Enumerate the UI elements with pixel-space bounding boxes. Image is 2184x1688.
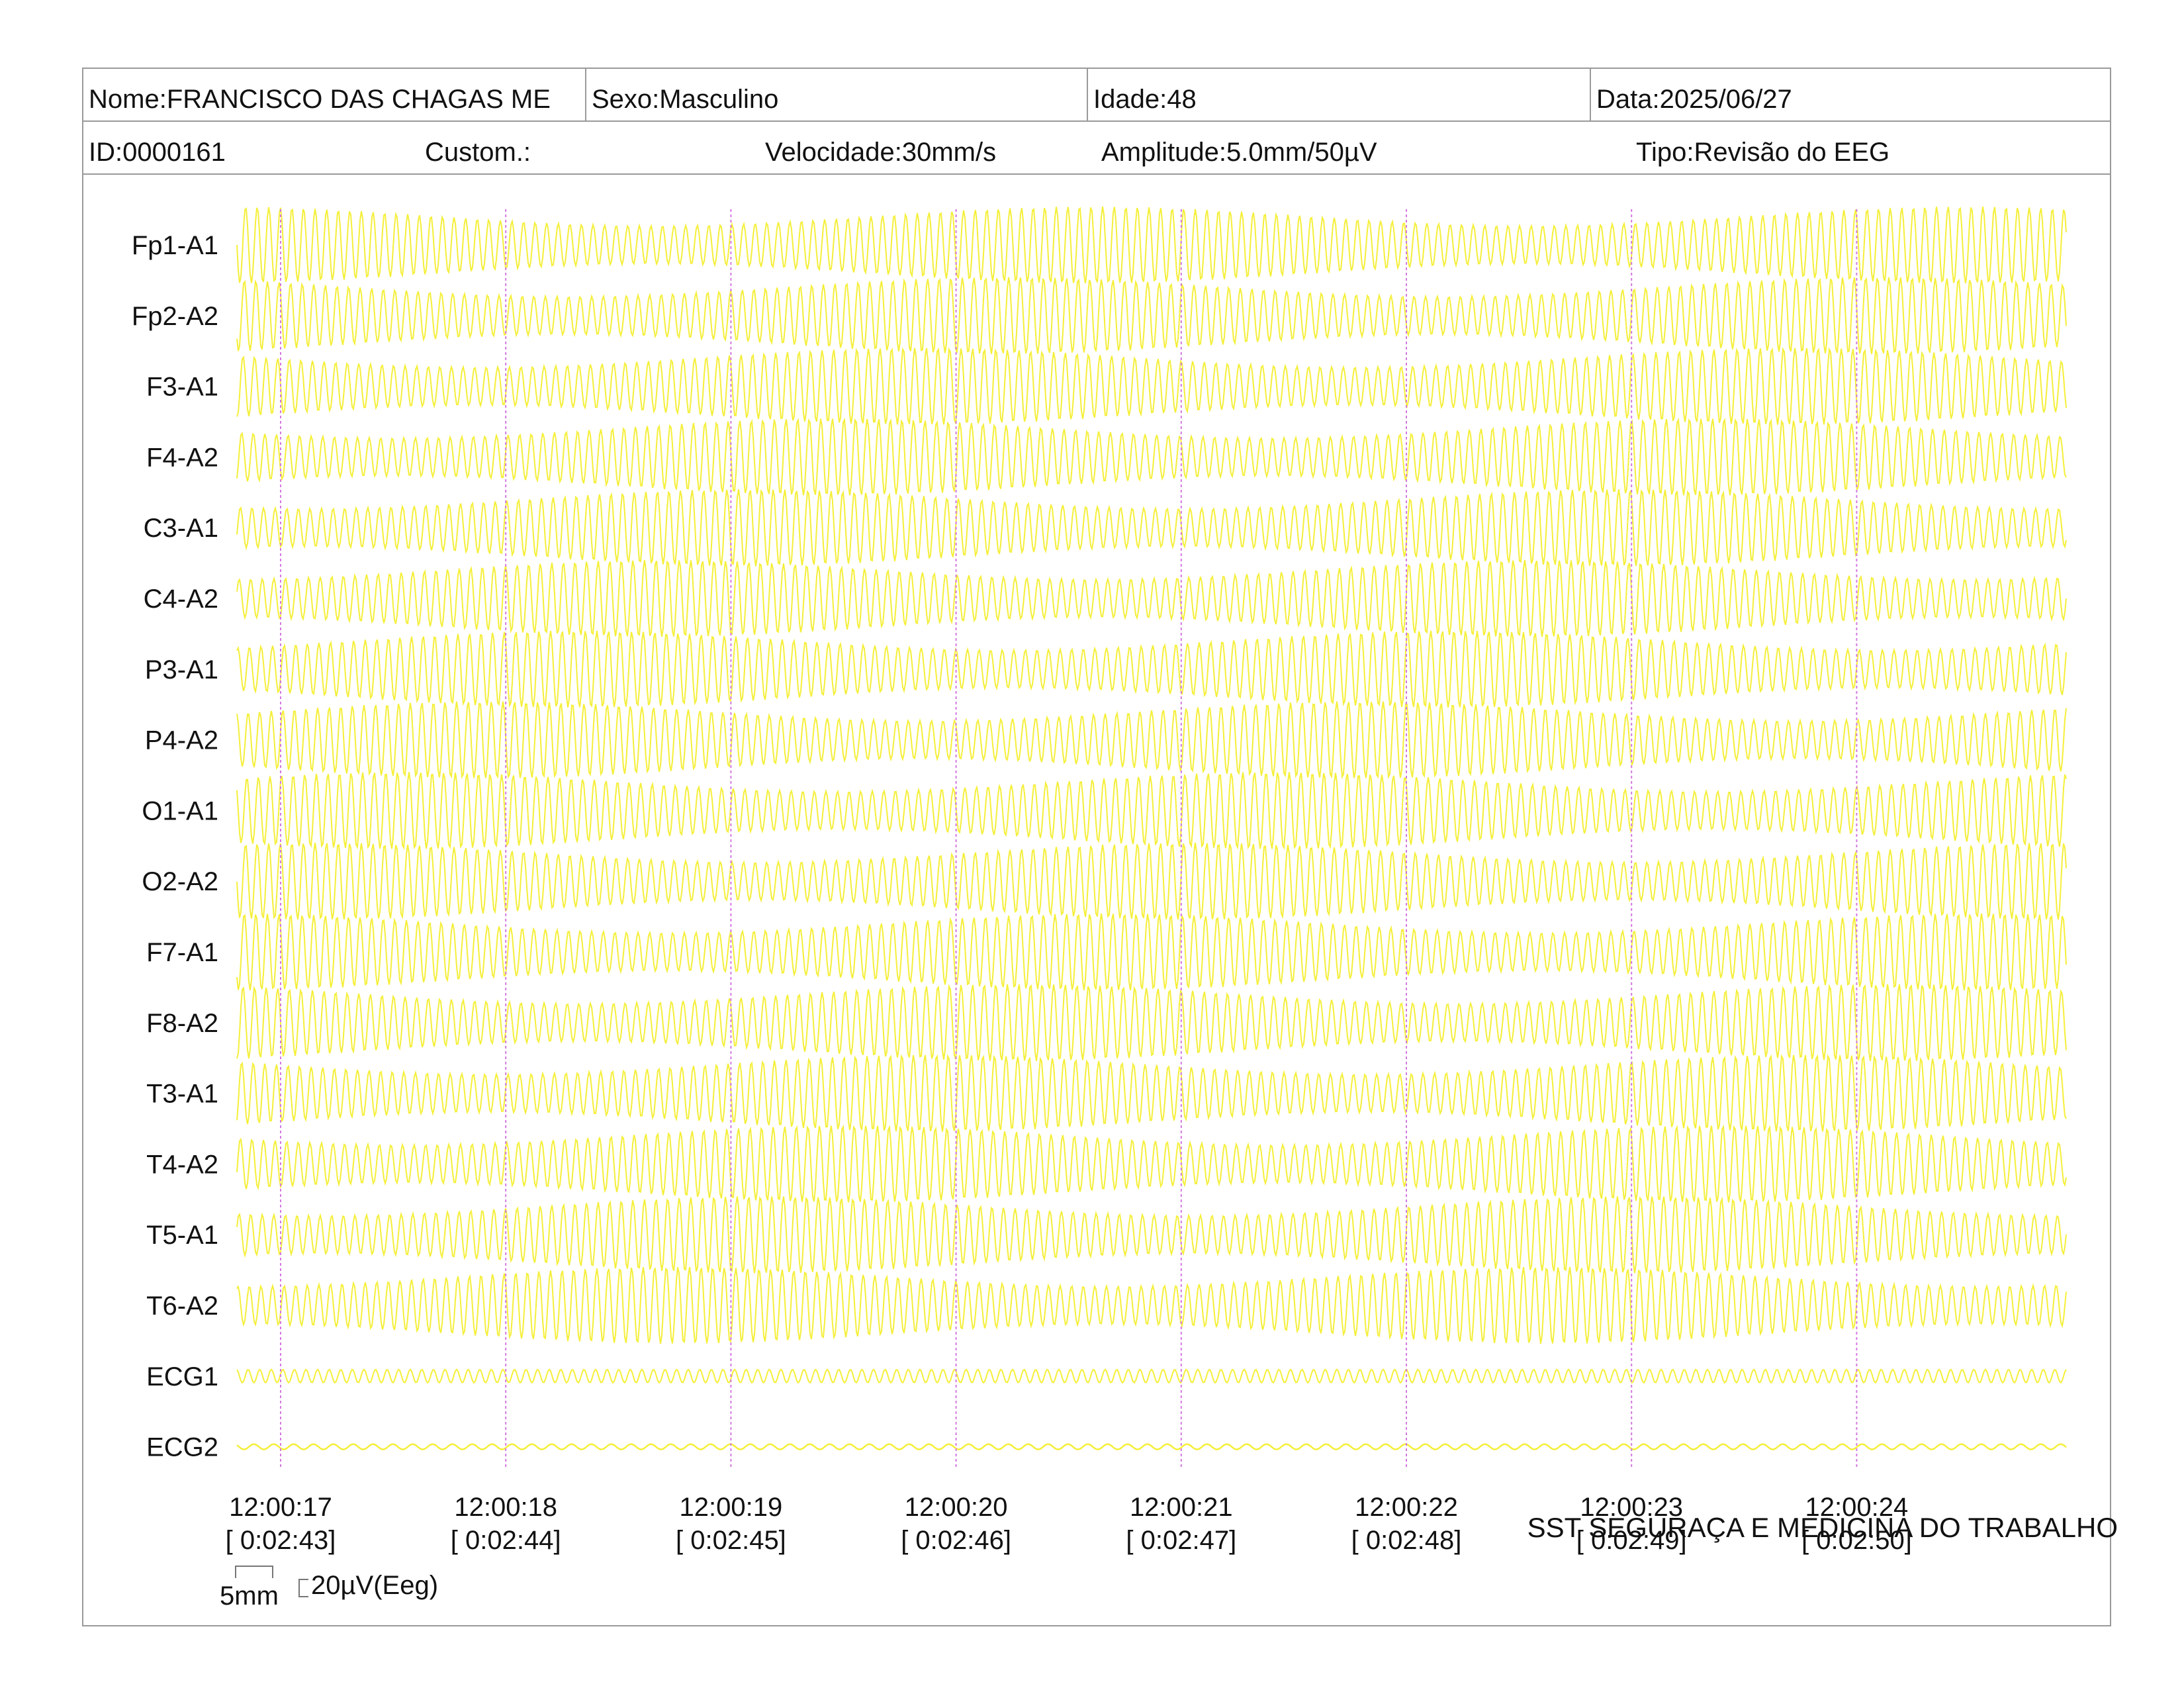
- time-elapsed-label: [ 0:02:45]: [676, 1526, 786, 1555]
- time-clock-label: 12:00:18: [454, 1493, 557, 1522]
- channel-label: ECG2: [146, 1433, 218, 1462]
- channel-label: O2-A2: [142, 867, 218, 896]
- exam-type: Tipo:Revisão do EEG: [1636, 138, 1890, 167]
- time-clock-label: 12:00:19: [680, 1493, 783, 1522]
- amplitude-scale-label: 20µV(Eeg): [311, 1571, 438, 1600]
- channel-label: O1-A1: [142, 796, 218, 825]
- trace-ecg1: [236, 1368, 2067, 1384]
- header-row-settings: ID:0000161 Custom.: Velocidade:30mm/s Am…: [83, 122, 2110, 175]
- time-labels: 12:00:17 [ 0:02:43] 12:00:18 [ 0:02:44] 12:0…: [226, 1493, 1912, 1555]
- custom-field: Custom.:: [425, 138, 531, 167]
- time-elapsed-label: [ 0:02:46]: [901, 1526, 1011, 1555]
- time-clock-label: 12:00:22: [1355, 1493, 1458, 1522]
- calibration-scale: 5mm 20µV(Eeg): [220, 1566, 438, 1611]
- trace-c3-a1: [236, 489, 2067, 567]
- channel-label: F3-A1: [146, 373, 218, 402]
- channel-label: T5-A1: [146, 1221, 218, 1250]
- channel-label: C4-A2: [144, 585, 218, 614]
- trace-p4-a2: [236, 701, 2067, 780]
- time-clock-label: 12:00:20: [905, 1493, 1008, 1522]
- channel-label: F7-A1: [146, 938, 218, 967]
- patient-sex: Sexo:Masculino: [585, 69, 1087, 120]
- time-elapsed-label: [ 0:02:43]: [226, 1526, 336, 1555]
- channel-label: F8-A2: [146, 1009, 218, 1038]
- trace-f7-a1: [236, 913, 2067, 991]
- trace-f8-a2: [236, 983, 2067, 1061]
- patient-name: Nome:FRANCISCO DAS CHAGAS ME: [89, 85, 551, 114]
- channel-labels: Fp1-A1 Fp2-A2 F3-A1 F4-A2 C3-A1 C4-A2 P3-A1 P4-…: [132, 231, 218, 1462]
- company-footer: SST SEGURAÇA E MEDICINA DO TRABALHO: [1527, 1512, 2118, 1543]
- channel-label: Fp2-A2: [132, 302, 218, 331]
- header-row-patient: Nome:FRANCISCO DAS CHAGAS ME Sexo:Mascul…: [83, 69, 2110, 122]
- channel-label: C3-A1: [144, 514, 218, 543]
- time-clock-label: 12:00:17: [229, 1493, 332, 1522]
- trace-t3-a1: [236, 1054, 2067, 1132]
- time-elapsed-label: [ 0:02:44]: [451, 1526, 561, 1555]
- time-scale-label: 5mm: [220, 1581, 279, 1611]
- patient-age: Idade:48: [1087, 69, 1590, 120]
- trace-o2-a2: [236, 843, 2067, 920]
- channel-label: F4-A2: [146, 443, 218, 472]
- trace-ecg2: [236, 1443, 2067, 1450]
- trace-fp1-a1: [236, 206, 2067, 284]
- amplitude-setting: Amplitude:5.0mm/50µV: [1101, 138, 1377, 167]
- eeg-traces: [236, 206, 2067, 1450]
- channel-label: P3-A1: [145, 655, 218, 684]
- time-scale-bracket: [235, 1566, 273, 1578]
- trace-c4-a2: [236, 559, 2067, 637]
- time-clock-label: 12:00:21: [1130, 1493, 1233, 1522]
- channel-label: Fp1-A1: [132, 231, 218, 260]
- amplitude-scale-bracket: [298, 1579, 308, 1597]
- patient-id: ID:0000161: [89, 138, 226, 167]
- speed-setting: Velocidade:30mm/s: [765, 138, 997, 167]
- trace-o1-a1: [236, 772, 2067, 851]
- time-elapsed-label: [ 0:02:47]: [1126, 1526, 1236, 1555]
- time-elapsed-label: [ 0:02:48]: [1351, 1526, 1462, 1555]
- channel-label: P4-A2: [145, 726, 218, 755]
- trace-t6-a2: [236, 1266, 2067, 1344]
- time-markers: [280, 209, 1858, 1468]
- channel-label: T4-A2: [146, 1150, 218, 1179]
- trace-p3-a1: [236, 630, 2067, 708]
- channel-label: ECG1: [146, 1362, 218, 1391]
- time-clock-label: 12:00:24: [1805, 1493, 1909, 1522]
- time-clock-label: 12:00:23: [1580, 1493, 1683, 1522]
- channel-label: T3-A1: [146, 1080, 218, 1109]
- trace-f4-a2: [236, 417, 2067, 496]
- time-elapsed-label: [ 0:02:49]: [1576, 1526, 1687, 1555]
- eeg-report-frame: Nome:FRANCISCO DAS CHAGAS ME Sexo:Mascul…: [82, 68, 2111, 1626]
- trace-f3-a1: [236, 346, 2067, 425]
- trace-fp2-a2: [236, 277, 2067, 354]
- channel-label: T6-A2: [146, 1291, 218, 1321]
- time-elapsed-label: [ 0:02:50]: [1801, 1526, 1912, 1555]
- exam-date: Data:2025/06/27: [1590, 69, 2110, 120]
- trace-t5-a1: [236, 1196, 2067, 1274]
- trace-t4-a2: [236, 1124, 2067, 1203]
